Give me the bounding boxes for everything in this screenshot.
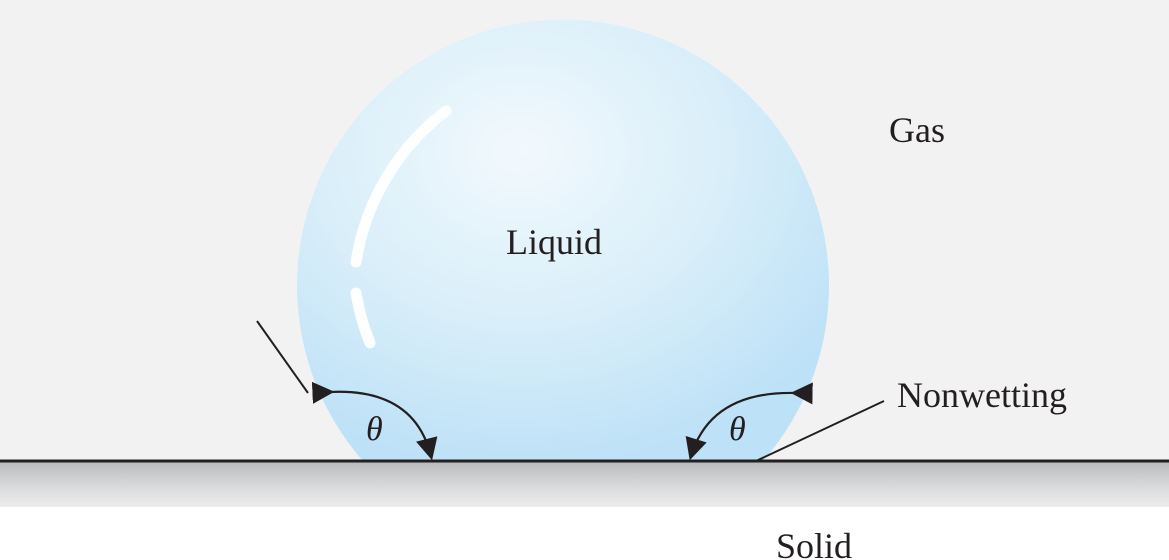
right-contact-angle-arrow: [685, 382, 813, 461]
left-contact-angle-arrow: [311, 381, 438, 461]
left-theta-label: θ: [366, 411, 383, 448]
liquid-label: Liquid: [506, 222, 602, 262]
left-contact-tangent-line: [256, 320, 309, 394]
highlight-upper-arc: [350, 105, 452, 268]
solid-label: Solid: [776, 526, 853, 560]
highlight-lower-arc: [350, 287, 376, 349]
solid-surface-band: [0, 461, 1169, 507]
right-theta-label: θ: [729, 411, 746, 448]
nonwetting-label: Nonwetting: [897, 375, 1067, 415]
solid-label-area: [0, 507, 1169, 560]
gas-label: Gas: [889, 110, 945, 150]
